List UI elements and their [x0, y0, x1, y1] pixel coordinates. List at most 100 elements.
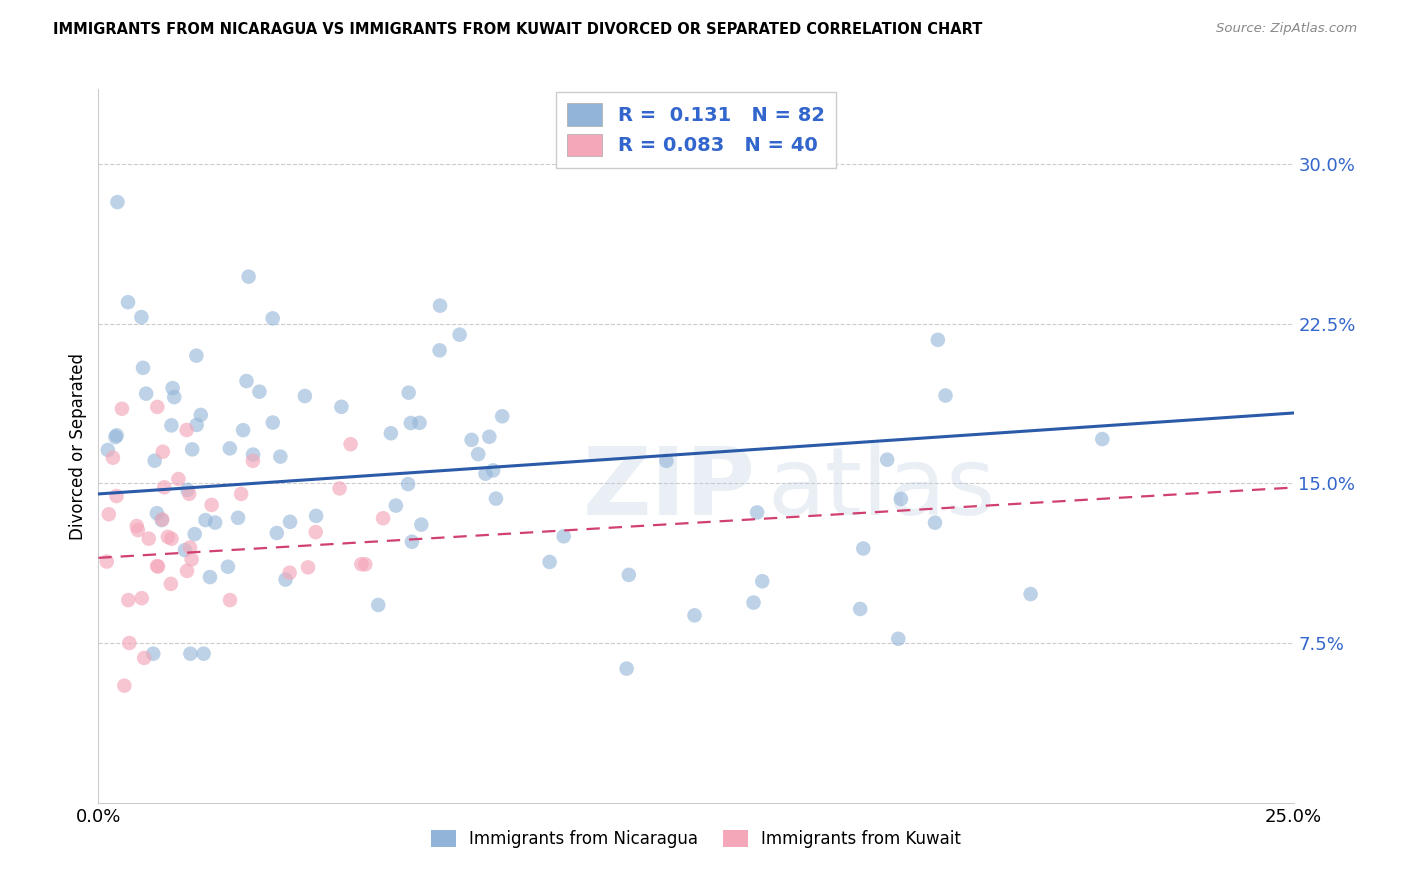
Point: [924, 516, 946, 530]
Text: atlas: atlas: [768, 442, 995, 535]
Point: [143, 453, 166, 467]
Point: [131, 591, 153, 606]
Point: [163, 390, 186, 404]
Point: [217, 559, 239, 574]
Point: [262, 311, 284, 326]
Point: [101, 450, 124, 465]
Point: [146, 400, 169, 414]
Point: [934, 388, 956, 402]
Y-axis label: Divorced or Separated: Divorced or Separated: [69, 352, 87, 540]
Point: [146, 506, 169, 520]
Point: [274, 573, 297, 587]
Point: [198, 570, 221, 584]
Point: [160, 532, 183, 546]
Point: [179, 647, 201, 661]
Point: [150, 512, 173, 526]
Point: [160, 418, 183, 433]
Point: [146, 559, 169, 574]
Point: [249, 384, 271, 399]
Point: [118, 636, 141, 650]
Point: [186, 349, 208, 363]
Point: [398, 385, 420, 400]
Point: [449, 327, 471, 342]
Point: [339, 437, 361, 451]
Point: [401, 534, 423, 549]
Point: [354, 558, 377, 572]
Point: [266, 526, 288, 541]
Point: [429, 299, 451, 313]
Point: [194, 513, 217, 527]
Point: [408, 416, 430, 430]
Text: Source: ZipAtlas.com: Source: ZipAtlas.com: [1216, 22, 1357, 36]
Point: [107, 195, 129, 210]
Point: [135, 386, 157, 401]
Point: [142, 647, 165, 661]
Point: [890, 491, 912, 506]
Legend: Immigrants from Nicaragua, Immigrants from Kuwait: Immigrants from Nicaragua, Immigrants fr…: [425, 823, 967, 855]
Point: [467, 447, 489, 461]
Point: [683, 608, 706, 623]
Point: [200, 498, 222, 512]
Point: [104, 430, 127, 444]
Point: [125, 519, 148, 533]
Point: [117, 295, 139, 310]
Point: [371, 511, 394, 525]
Point: [411, 517, 433, 532]
Point: [219, 593, 242, 607]
Point: [927, 333, 949, 347]
Point: [117, 593, 139, 607]
Point: [876, 452, 898, 467]
Point: [269, 450, 291, 464]
Point: [218, 442, 240, 456]
Point: [181, 442, 204, 457]
Point: [852, 541, 875, 556]
Point: [305, 508, 328, 523]
Point: [751, 574, 773, 589]
Point: [305, 525, 328, 540]
Point: [112, 679, 135, 693]
Point: [176, 483, 198, 497]
Point: [111, 401, 134, 416]
Point: [478, 430, 501, 444]
Point: [242, 448, 264, 462]
Point: [232, 423, 254, 437]
Point: [742, 596, 765, 610]
Point: [231, 487, 253, 501]
Point: [849, 602, 872, 616]
Point: [150, 513, 173, 527]
Point: [460, 433, 482, 447]
Point: [183, 527, 205, 541]
Point: [482, 463, 505, 477]
Point: [174, 543, 197, 558]
Point: [131, 310, 153, 325]
Point: [367, 598, 389, 612]
Point: [97, 508, 120, 522]
Point: [134, 651, 156, 665]
Point: [97, 442, 120, 457]
Point: [278, 566, 301, 580]
Point: [179, 487, 201, 501]
Point: [399, 416, 422, 430]
Point: [167, 472, 190, 486]
Point: [396, 477, 419, 491]
Point: [176, 564, 198, 578]
Point: [146, 559, 169, 574]
Point: [491, 409, 513, 424]
Point: [105, 428, 128, 442]
Point: [385, 499, 408, 513]
Point: [887, 632, 910, 646]
Point: [380, 426, 402, 441]
Text: IMMIGRANTS FROM NICARAGUA VS IMMIGRANTS FROM KUWAIT DIVORCED OR SEPARATED CORREL: IMMIGRANTS FROM NICARAGUA VS IMMIGRANTS …: [53, 22, 983, 37]
Point: [294, 389, 316, 403]
Point: [553, 529, 575, 543]
Point: [1091, 432, 1114, 446]
Point: [179, 541, 201, 555]
Point: [162, 381, 184, 395]
Point: [193, 647, 215, 661]
Point: [138, 532, 160, 546]
Point: [226, 510, 249, 524]
Point: [127, 523, 149, 537]
Point: [485, 491, 508, 506]
Point: [160, 577, 183, 591]
Point: [235, 374, 257, 388]
